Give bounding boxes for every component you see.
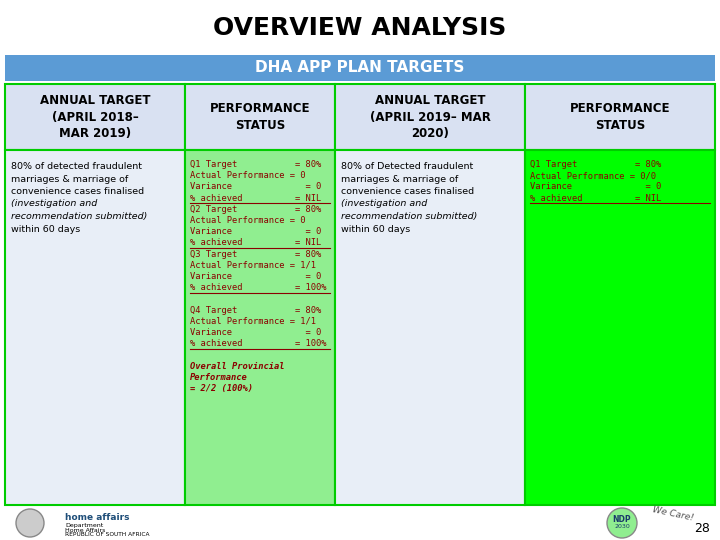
Text: 80% of Detected fraudulent: 80% of Detected fraudulent: [341, 162, 473, 171]
FancyBboxPatch shape: [525, 150, 715, 505]
FancyBboxPatch shape: [5, 55, 715, 81]
Text: Variance              = 0: Variance = 0: [530, 183, 661, 191]
Text: 80% of detected fraudulent: 80% of detected fraudulent: [11, 162, 142, 171]
Text: (investigation and: (investigation and: [11, 199, 97, 208]
Ellipse shape: [607, 508, 637, 538]
FancyBboxPatch shape: [525, 84, 715, 150]
Text: 28: 28: [694, 522, 710, 535]
Text: OVERVIEW ANALYSIS: OVERVIEW ANALYSIS: [213, 16, 507, 40]
Text: Variance              = 0: Variance = 0: [190, 328, 321, 337]
Text: Q1 Target           = 80%: Q1 Target = 80%: [530, 160, 661, 169]
Text: Actual Performance = 1/1: Actual Performance = 1/1: [190, 317, 316, 326]
Text: marriages & marriage of: marriages & marriage of: [11, 174, 128, 184]
Text: recommendation submitted): recommendation submitted): [11, 212, 148, 221]
FancyBboxPatch shape: [335, 150, 525, 505]
Text: within 60 days: within 60 days: [11, 225, 80, 233]
FancyBboxPatch shape: [335, 84, 525, 150]
Text: Actual Performance = 1/1: Actual Performance = 1/1: [190, 261, 316, 270]
Text: % achieved          = 100%: % achieved = 100%: [190, 339, 326, 348]
Text: (investigation and: (investigation and: [341, 199, 427, 208]
Text: Performance: Performance: [190, 373, 248, 382]
Text: recommendation submitted): recommendation submitted): [341, 212, 477, 221]
Text: Variance              = 0: Variance = 0: [190, 272, 321, 281]
Text: home affairs: home affairs: [65, 514, 130, 523]
Text: convenience cases finalised: convenience cases finalised: [341, 187, 474, 196]
Text: Department: Department: [65, 523, 103, 529]
Text: convenience cases finalised: convenience cases finalised: [11, 187, 144, 196]
Text: = 2/2 (100%): = 2/2 (100%): [190, 384, 253, 393]
Text: NDP: NDP: [613, 516, 631, 524]
Text: within 60 days: within 60 days: [341, 225, 410, 233]
Text: Overall Provincial: Overall Provincial: [190, 362, 284, 370]
Text: Q1 Target           = 80%: Q1 Target = 80%: [190, 160, 321, 169]
Text: Variance              = 0: Variance = 0: [190, 227, 321, 236]
Text: Actual Performance = 0: Actual Performance = 0: [190, 216, 305, 225]
Text: DHA APP PLAN TARGETS: DHA APP PLAN TARGETS: [256, 60, 464, 76]
Text: % achieved          = 100%: % achieved = 100%: [190, 283, 326, 292]
Text: PERFORMANCE
STATUS: PERFORMANCE STATUS: [210, 102, 310, 132]
Ellipse shape: [16, 509, 44, 537]
Text: Variance              = 0: Variance = 0: [190, 183, 321, 191]
Text: marriages & marriage of: marriages & marriage of: [341, 174, 458, 184]
Text: We Care!: We Care!: [652, 505, 695, 523]
Text: % achieved          = NIL: % achieved = NIL: [190, 194, 321, 202]
Text: ANNUAL TARGET
(APRIL 2019– MAR
2020): ANNUAL TARGET (APRIL 2019– MAR 2020): [369, 93, 490, 140]
Text: 2030: 2030: [614, 524, 630, 530]
Text: Q2 Target           = 80%: Q2 Target = 80%: [190, 205, 321, 214]
FancyBboxPatch shape: [185, 84, 335, 150]
Text: Q3 Target           = 80%: Q3 Target = 80%: [190, 249, 321, 259]
Text: PERFORMANCE
STATUS: PERFORMANCE STATUS: [570, 102, 670, 132]
Text: Home Affairs: Home Affairs: [65, 528, 105, 532]
FancyBboxPatch shape: [185, 150, 335, 505]
Text: Q4 Target           = 80%: Q4 Target = 80%: [190, 306, 321, 315]
FancyBboxPatch shape: [5, 150, 185, 505]
Text: % achieved          = NIL: % achieved = NIL: [530, 194, 661, 202]
Text: REPUBLIC OF SOUTH AFRICA: REPUBLIC OF SOUTH AFRICA: [65, 531, 150, 537]
FancyBboxPatch shape: [5, 84, 185, 150]
Text: Actual Performance = 0/0: Actual Performance = 0/0: [530, 171, 656, 180]
Text: % achieved          = NIL: % achieved = NIL: [190, 238, 321, 247]
Text: Actual Performance = 0: Actual Performance = 0: [190, 171, 305, 180]
Text: ANNUAL TARGET
(APRIL 2018–
MAR 2019): ANNUAL TARGET (APRIL 2018– MAR 2019): [40, 93, 150, 140]
